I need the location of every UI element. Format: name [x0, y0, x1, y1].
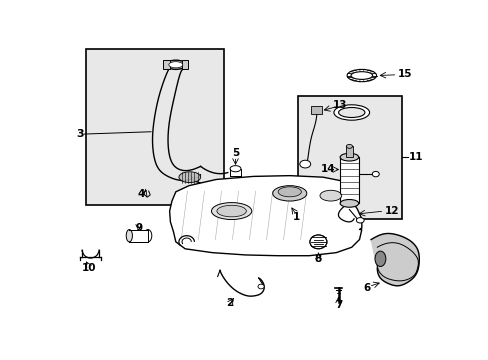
Ellipse shape	[179, 172, 200, 183]
Ellipse shape	[278, 187, 301, 197]
Text: 6: 6	[363, 283, 370, 293]
Text: 15: 15	[397, 69, 412, 79]
Bar	[129, 230, 148, 242]
Text: 11: 11	[407, 152, 422, 162]
Bar	[86, 49, 224, 205]
Ellipse shape	[126, 230, 132, 242]
Ellipse shape	[299, 160, 310, 168]
Ellipse shape	[340, 199, 358, 207]
Ellipse shape	[258, 284, 264, 289]
Ellipse shape	[217, 205, 246, 217]
Text: 7: 7	[334, 300, 342, 310]
Text: 9: 9	[135, 223, 142, 233]
Bar	[310, 106, 321, 114]
Text: 4: 4	[137, 189, 144, 199]
Ellipse shape	[333, 105, 369, 120]
Bar	[163, 60, 169, 69]
Ellipse shape	[356, 217, 364, 223]
Bar	[346, 147, 352, 157]
Ellipse shape	[165, 60, 185, 69]
Text: 8: 8	[314, 254, 322, 264]
Ellipse shape	[309, 235, 326, 249]
Text: 12: 12	[384, 206, 399, 216]
Ellipse shape	[350, 72, 372, 80]
Polygon shape	[169, 176, 361, 256]
Ellipse shape	[168, 62, 183, 68]
Bar	[182, 60, 188, 69]
Ellipse shape	[319, 190, 341, 201]
Ellipse shape	[272, 186, 306, 201]
Text: 13: 13	[332, 100, 346, 110]
Text: 10: 10	[81, 263, 96, 273]
Polygon shape	[370, 234, 419, 286]
Ellipse shape	[371, 171, 379, 177]
Text: 14: 14	[321, 165, 335, 175]
Bar	[297, 95, 401, 219]
Ellipse shape	[346, 144, 352, 148]
Ellipse shape	[340, 153, 358, 161]
Ellipse shape	[230, 166, 241, 172]
Text: 1: 1	[292, 212, 299, 222]
Ellipse shape	[211, 203, 251, 220]
Text: 2: 2	[226, 298, 233, 309]
Text: 3: 3	[76, 129, 83, 139]
Text: 5: 5	[231, 148, 239, 158]
Ellipse shape	[374, 251, 385, 266]
Ellipse shape	[144, 230, 151, 242]
Ellipse shape	[346, 69, 376, 82]
Bar	[340, 157, 358, 203]
Ellipse shape	[338, 108, 364, 117]
